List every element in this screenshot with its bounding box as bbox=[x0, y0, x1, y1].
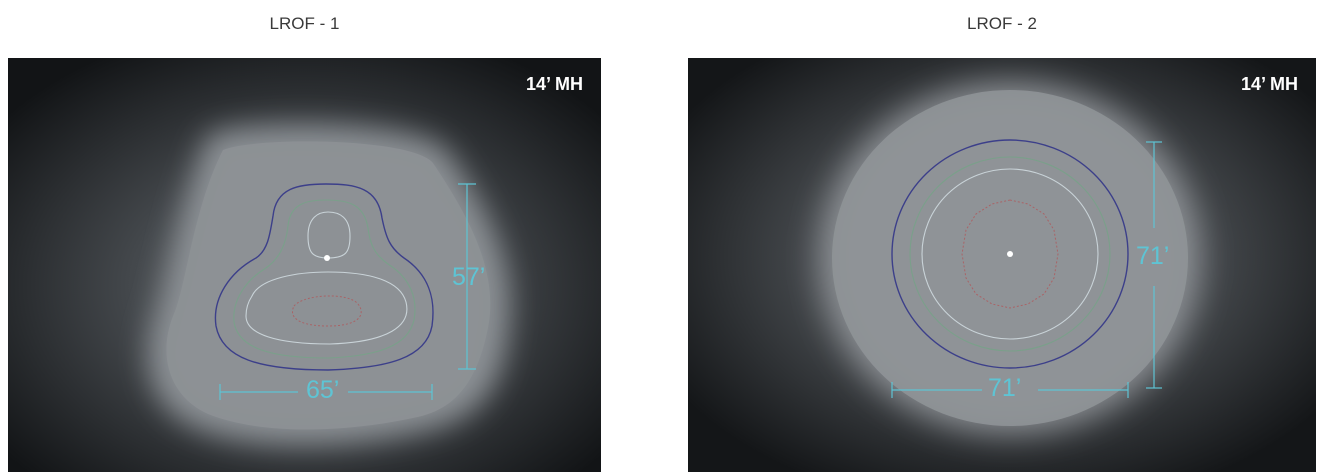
panel-2-caption: LROF - 2 bbox=[967, 14, 1037, 33]
illuminated-area bbox=[832, 90, 1188, 426]
outer-isofootcandle-contour bbox=[891, 139, 1129, 369]
width-dimension-label: 71’ bbox=[988, 374, 1022, 402]
depth-dimension-label: 57’ bbox=[452, 263, 486, 291]
depth-dimension-label: 71’ bbox=[1136, 242, 1170, 270]
outer-isofootcandle-contour bbox=[214, 183, 434, 371]
width-dimension-line bbox=[891, 382, 1129, 398]
lrof-1-pattern-graphic bbox=[8, 58, 601, 472]
width-dimension-line bbox=[219, 384, 433, 400]
depth-dimension-line bbox=[1146, 141, 1162, 389]
inner-isofootcandle-contour-top bbox=[307, 211, 351, 259]
fixture-location-dot bbox=[1007, 251, 1013, 257]
hot-isofootcandle-contour bbox=[292, 295, 362, 327]
fixture-location-dot bbox=[324, 255, 330, 261]
panel-1-caption: LROF - 1 bbox=[269, 14, 340, 33]
illuminated-area bbox=[166, 141, 491, 430]
hot-isofootcandle-contour bbox=[961, 199, 1059, 309]
lrof-2-pattern-graphic bbox=[688, 58, 1316, 472]
lrof-1-light-pattern: 14’ MH 57’ 65’ bbox=[8, 58, 601, 472]
inner-isofootcandle-contour-bottom bbox=[245, 271, 408, 345]
mid-isofootcandle-contour bbox=[909, 156, 1111, 352]
depth-dimension-line bbox=[458, 183, 476, 370]
mid-isofootcandle-contour bbox=[233, 199, 416, 359]
inner-isofootcandle-contour bbox=[921, 168, 1099, 340]
width-dimension-label: 65’ bbox=[306, 376, 340, 404]
mounting-height-label: 14’ MH bbox=[525, 74, 583, 94]
mounting-height-label: 14’ MH bbox=[1240, 74, 1298, 94]
lrof-2-light-pattern: 14’ MH 71’ 71’ bbox=[688, 58, 1316, 472]
